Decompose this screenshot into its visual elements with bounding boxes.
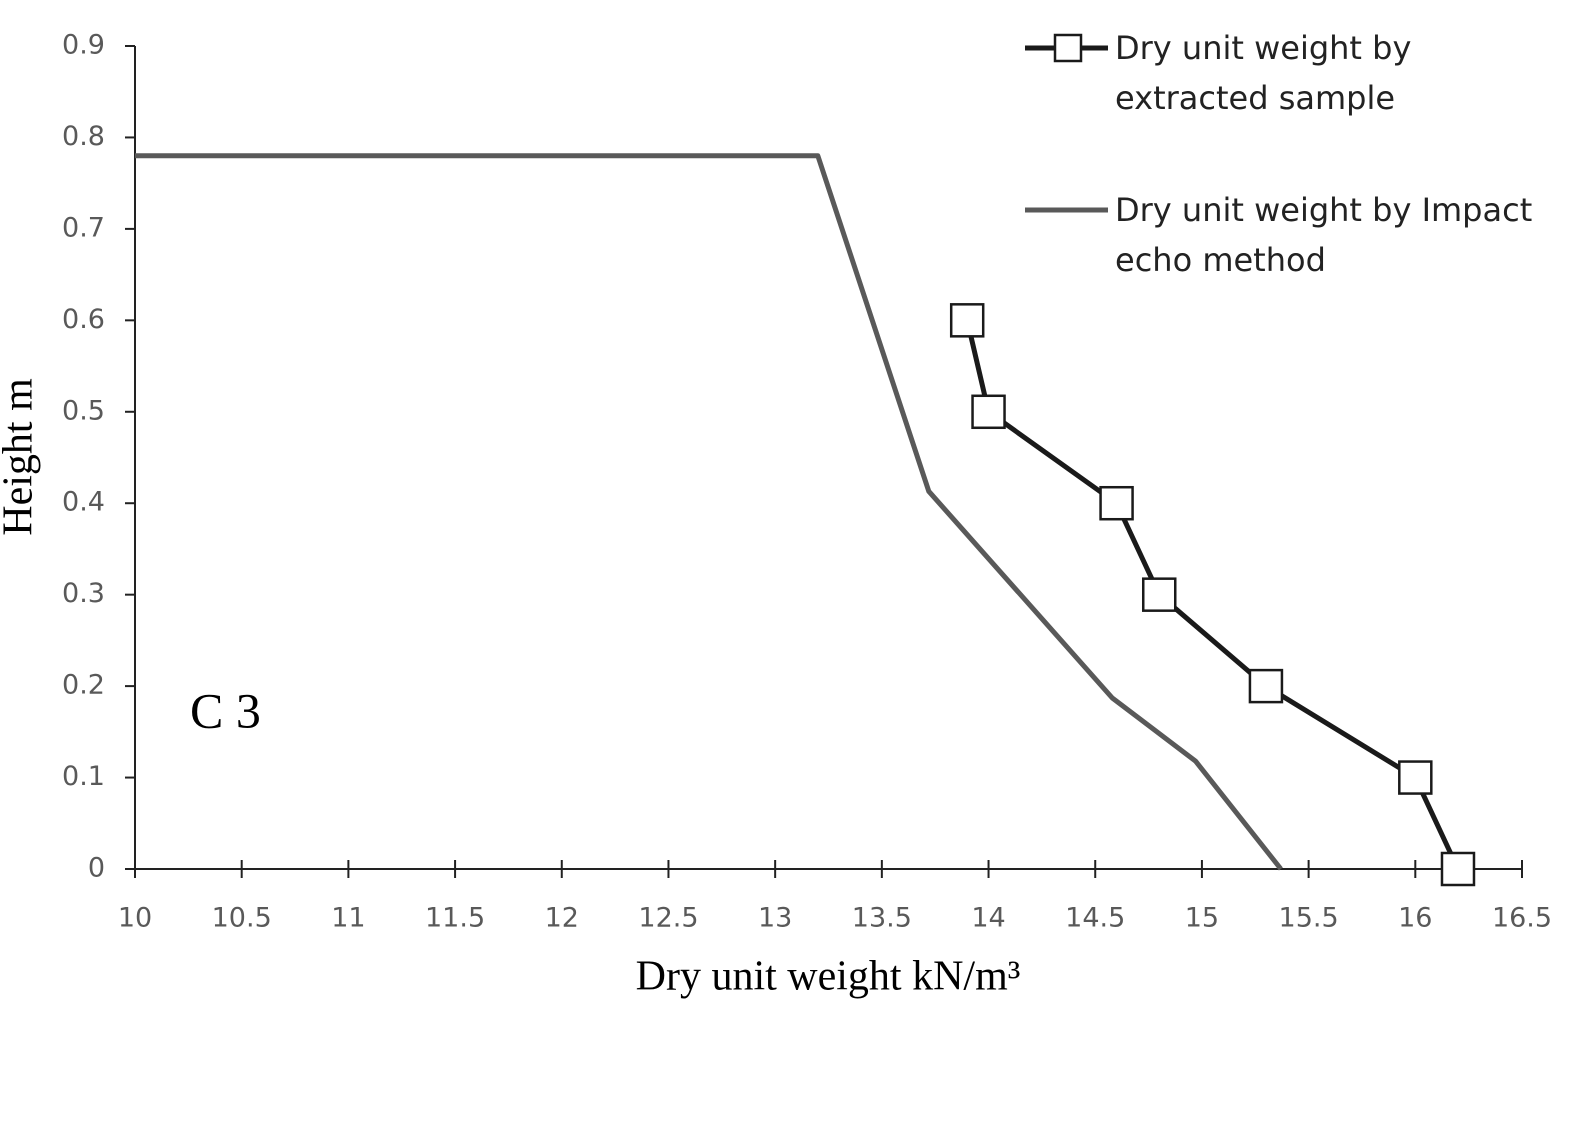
x-axis-title: Dry unit weight kN/m³ xyxy=(636,954,1021,1000)
y-tick-label: 0.2 xyxy=(62,670,105,701)
x-tick-label: 10.5 xyxy=(212,903,272,934)
y-tick-label: 0.7 xyxy=(62,212,105,243)
y-tick-label: 0.1 xyxy=(62,761,105,792)
x-tick-label: 10 xyxy=(118,903,152,934)
y-tick-label: 0.6 xyxy=(62,304,105,335)
legend-marker xyxy=(1053,33,1083,63)
x-tick-label: 12.5 xyxy=(638,903,698,934)
x-tick-label: 12 xyxy=(545,903,579,934)
y-tick-label: 0.5 xyxy=(62,395,105,426)
data-point xyxy=(971,394,1006,430)
y-tick-label: 0.3 xyxy=(62,578,105,609)
y-tick-label: 0.4 xyxy=(62,487,105,518)
data-point xyxy=(1440,851,1476,887)
x-tick-label: 15.5 xyxy=(1279,903,1339,934)
x-tick-label: 14 xyxy=(971,903,1005,934)
x-tick-label: 11.5 xyxy=(425,903,485,934)
data-point xyxy=(1141,577,1177,612)
y-tick-label: 0.9 xyxy=(62,30,105,61)
legend-label: Dry unit weight by Impact echo method xyxy=(1115,191,1533,279)
x-tick-label: 15 xyxy=(1185,903,1219,934)
x-tick-label: 11 xyxy=(331,903,365,934)
y-tick-label: 0 xyxy=(88,853,105,884)
x-tick-label: 16 xyxy=(1398,903,1432,934)
x-tick-label: 16.5 xyxy=(1492,903,1552,934)
data-point xyxy=(1099,485,1134,521)
data-point xyxy=(1248,668,1284,704)
y-tick-label: 0.8 xyxy=(62,121,105,152)
x-tick-label: 13.5 xyxy=(852,903,912,934)
y-axis-title: Height m xyxy=(0,378,42,536)
x-tick-label: 14.5 xyxy=(1065,903,1125,934)
series-line xyxy=(135,153,1283,871)
annotation: C 3 xyxy=(190,682,261,738)
x-tick-label: 13 xyxy=(758,903,792,934)
data-point xyxy=(949,303,985,338)
data-point xyxy=(1398,760,1433,795)
legend-label: Dry unit weight by extracted sample xyxy=(1115,29,1412,117)
